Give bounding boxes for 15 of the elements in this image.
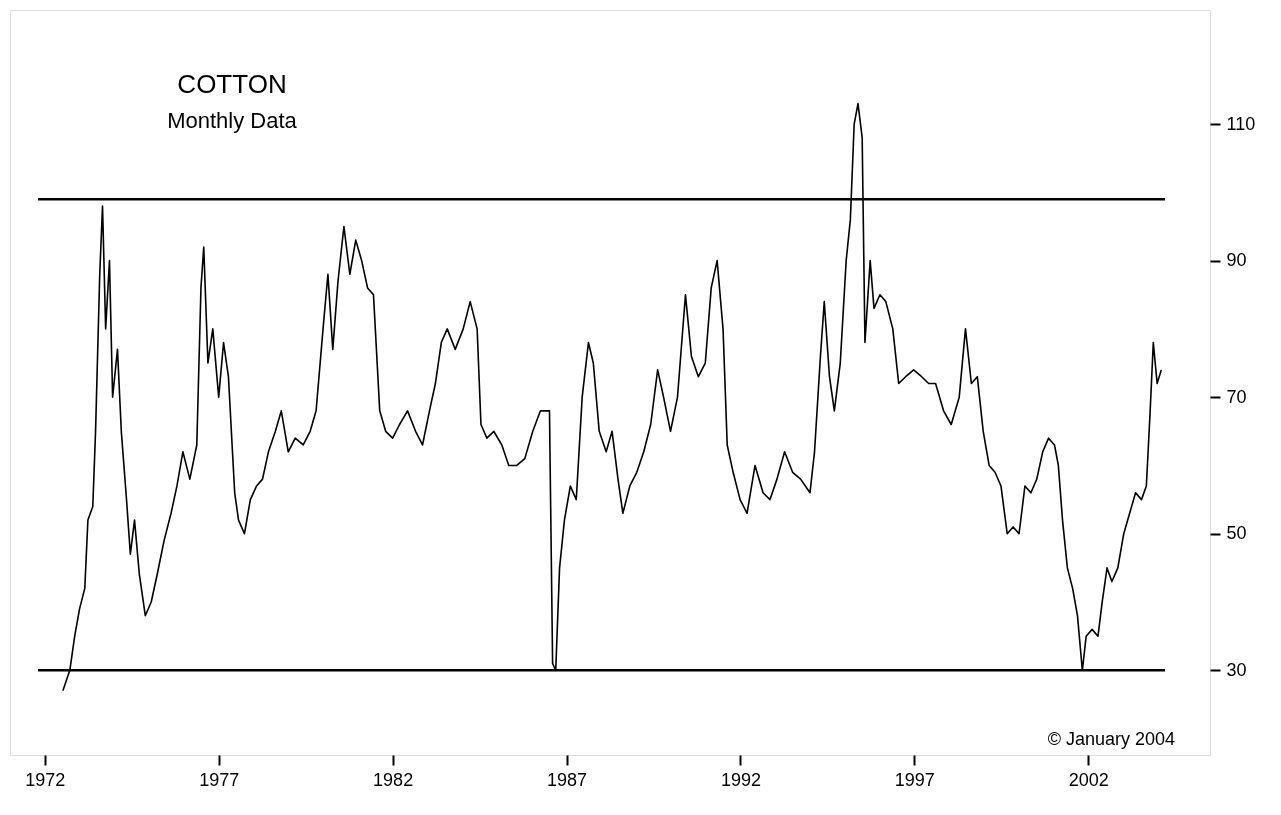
x-tick-label: 1997 (894, 769, 935, 790)
x-tick-label: 1972 (25, 769, 66, 790)
text: COTTON (177, 69, 287, 99)
x-tick-label: 1992 (720, 769, 761, 790)
y-tick-label: 70 (1226, 386, 1247, 407)
x-tick-label: 1982 (373, 769, 414, 790)
text: Monthly Data (167, 108, 298, 133)
x-tick-label: 2002 (1068, 769, 1109, 790)
y-tick-label: 30 (1226, 659, 1247, 680)
annotation: © January 2004 (1047, 729, 1175, 749)
y-tick-label: 110 (1226, 113, 1256, 134)
x-tick-label: 1987 (547, 769, 588, 790)
x-tick-label: 1977 (199, 769, 240, 790)
y-tick-label: 90 (1226, 250, 1247, 271)
y-tick-label: 50 (1226, 523, 1247, 544)
